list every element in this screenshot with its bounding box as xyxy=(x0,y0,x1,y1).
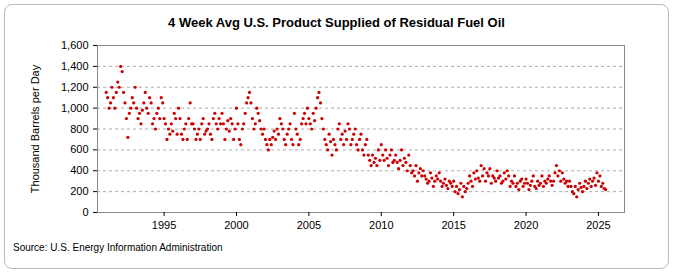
svg-text:2025: 2025 xyxy=(586,219,610,231)
svg-text:2000: 2000 xyxy=(224,219,248,231)
html-text:4 Week Avg U.S. Product Suppli: 4 Week Avg U.S. Product Supplied of Resi… xyxy=(168,15,505,30)
svg-text:2020: 2020 xyxy=(514,219,538,231)
svg-text:1,000: 1,000 xyxy=(61,102,89,114)
svg-text:1,400: 1,400 xyxy=(61,60,89,72)
html-text:Source: U.S. Energy Informatio: Source: U.S. Energy Information Administ… xyxy=(13,242,223,253)
svg-text:0: 0 xyxy=(82,206,88,218)
svg-text:1995: 1995 xyxy=(152,219,176,231)
svg-text:2015: 2015 xyxy=(441,219,465,231)
html-text:Thousand Barrels per Day: Thousand Barrels per Day xyxy=(29,64,41,193)
svg-text:600: 600 xyxy=(70,143,88,155)
svg-text:2005: 2005 xyxy=(297,219,321,231)
svg-text:200: 200 xyxy=(70,185,88,197)
svg-text:1,600: 1,600 xyxy=(61,39,89,51)
svg-text:2010: 2010 xyxy=(369,219,393,231)
svg-text:1,200: 1,200 xyxy=(61,81,89,93)
svg-text:800: 800 xyxy=(70,123,88,135)
svg-text:400: 400 xyxy=(70,164,88,176)
